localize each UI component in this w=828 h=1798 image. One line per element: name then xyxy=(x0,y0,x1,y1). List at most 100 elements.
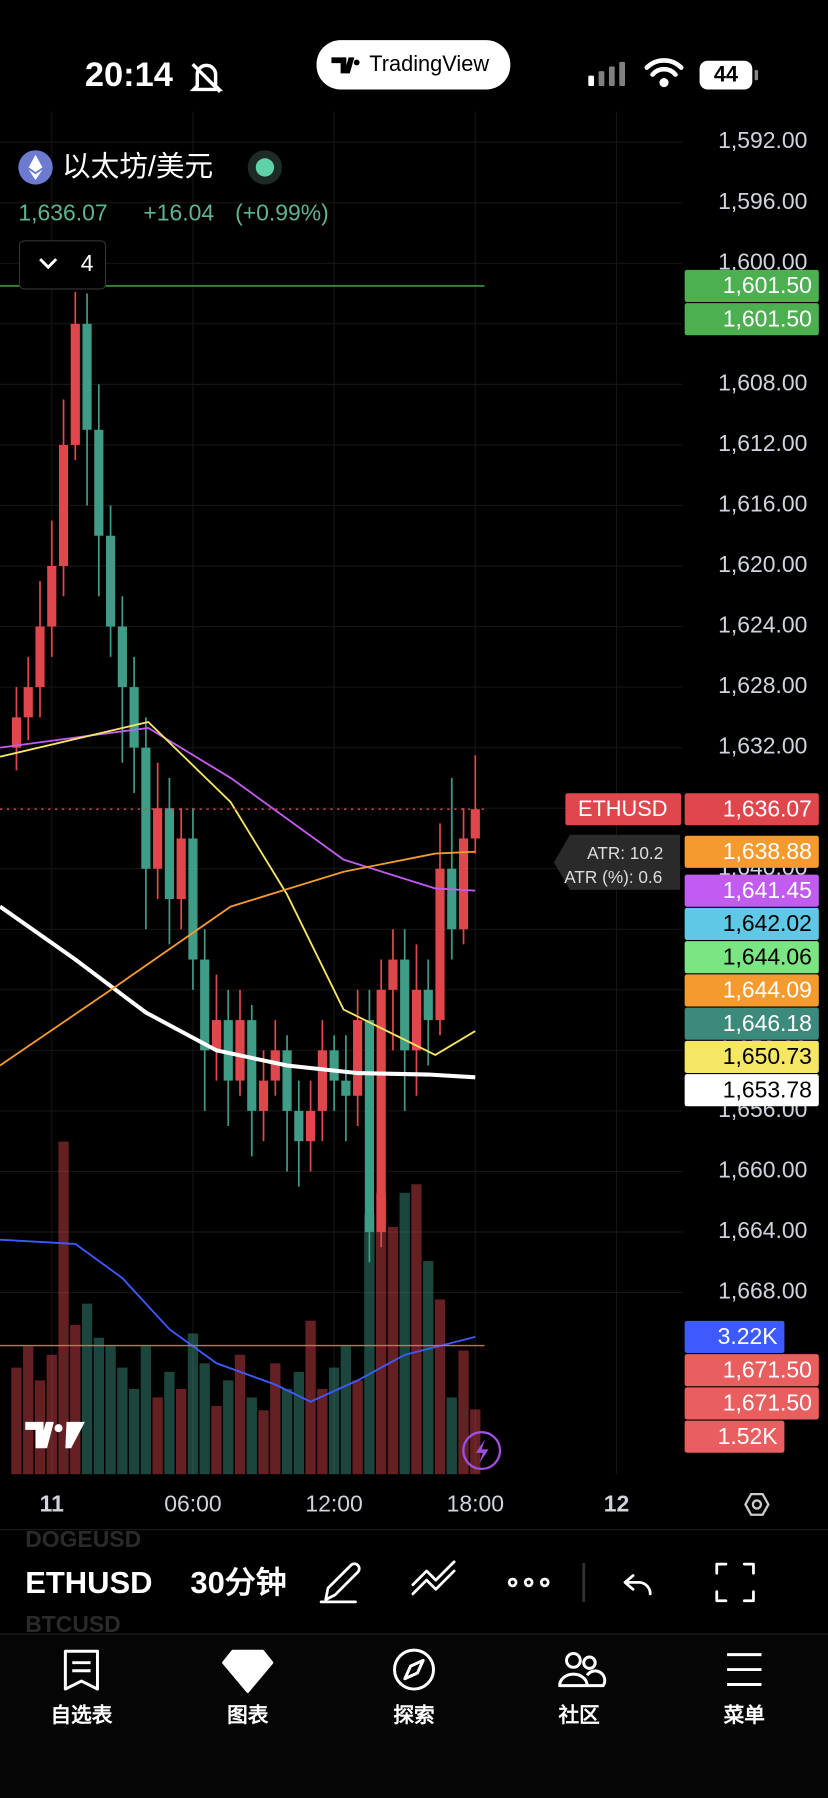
current-symbol[interactable]: ETHUSD xyxy=(25,1565,152,1600)
candle-body xyxy=(270,1050,280,1081)
price-tag-label: 3.22K xyxy=(718,1323,779,1349)
y-tick-label: 1,628.00 xyxy=(718,672,807,698)
volume-bar xyxy=(164,1371,175,1475)
volume-bar xyxy=(317,1388,328,1475)
tv-logo xyxy=(331,57,360,74)
price-tag xyxy=(684,1354,819,1387)
volume-ma xyxy=(0,1238,476,1403)
price-tag xyxy=(684,974,819,1007)
y-tick-label: 1,624.00 xyxy=(718,612,807,638)
price-tag xyxy=(684,269,819,303)
candle-body xyxy=(306,1110,316,1142)
candle-body xyxy=(423,989,433,1021)
volume-bar xyxy=(140,1346,152,1475)
volume-bar xyxy=(152,1397,163,1475)
price-tag xyxy=(684,1040,819,1073)
volume-bar xyxy=(352,1380,363,1475)
x-tick-label: 12 xyxy=(604,1491,630,1517)
bolt xyxy=(475,1439,489,1464)
drawings-tool[interactable] xyxy=(411,1560,456,1596)
undo[interactable] xyxy=(623,1574,652,1596)
volume-bar xyxy=(93,1337,104,1475)
candle-body xyxy=(82,323,92,430)
fullscreen[interactable] xyxy=(715,1562,755,1603)
moving-average xyxy=(0,720,476,1056)
atr-value: ATR: 10.2 xyxy=(587,843,663,863)
price-tag xyxy=(684,835,819,868)
chevron xyxy=(39,258,58,270)
indicator-toggle[interactable] xyxy=(18,240,107,290)
tab-icon[interactable] xyxy=(393,1648,435,1691)
interval[interactable]: 30分钟 xyxy=(190,1565,286,1600)
price-tag-label: 1,653.78 xyxy=(723,1076,812,1102)
volume xyxy=(11,1141,481,1475)
x-tick-label: 18:00 xyxy=(447,1491,504,1517)
volume-bar xyxy=(340,1346,352,1475)
price-tag xyxy=(684,1074,819,1107)
y-tick-label: 1,664.00 xyxy=(718,1217,807,1243)
tab-label[interactable]: 图表 xyxy=(227,1703,269,1727)
candle-body xyxy=(35,626,45,688)
volume-bar xyxy=(81,1303,93,1475)
candle-body xyxy=(164,808,174,899)
volume-bar xyxy=(246,1397,257,1475)
volume-bar xyxy=(376,1192,387,1475)
volume-bar xyxy=(11,1367,22,1475)
symbol-name[interactable]: 以太坊/美元 xyxy=(62,151,213,183)
x-tick-label: 11 xyxy=(40,1491,64,1517)
candle-body xyxy=(376,989,386,1232)
more-tool[interactable] xyxy=(507,1577,550,1588)
recent-symbol[interactable]: DOGEUSD xyxy=(25,1526,141,1552)
moving-average xyxy=(0,726,476,892)
tab-icon[interactable] xyxy=(558,1652,607,1688)
change: +16.04 xyxy=(143,199,214,225)
signal-icon xyxy=(588,61,626,87)
y-tick-label: 1,660.00 xyxy=(718,1157,807,1183)
candle-body xyxy=(94,429,104,536)
symbol-switcher[interactable]: DOGEUSD ETHUSD BTCUSD xyxy=(25,1526,152,1637)
candle-body xyxy=(58,444,69,567)
tab-label[interactable]: 自选表 xyxy=(50,1703,112,1727)
price-tag-label: 1,601.50 xyxy=(723,305,812,331)
tab-label[interactable]: 菜单 xyxy=(723,1703,765,1727)
volume-bar xyxy=(70,1324,81,1475)
interval-switcher[interactable]: 30分钟 xyxy=(190,1565,286,1600)
tv-watermark xyxy=(25,1421,85,1449)
candle-body xyxy=(435,868,445,1021)
volume-bar xyxy=(105,1346,116,1475)
tab-icon[interactable] xyxy=(727,1653,762,1686)
tab-label[interactable]: 社区 xyxy=(558,1703,601,1727)
tab-label[interactable]: 探索 xyxy=(393,1703,434,1727)
mute-icon xyxy=(189,62,224,93)
volume-bar xyxy=(128,1388,140,1475)
atr-box: ATR: 10.2 ATR (%): 0.6 xyxy=(553,834,681,890)
candle-body xyxy=(235,1020,245,1081)
candles xyxy=(11,292,480,1263)
price-tag-label: 1,650.73 xyxy=(723,1043,812,1069)
candle-body xyxy=(353,1020,363,1096)
tab-bar xyxy=(0,1634,828,1798)
change-percent: (+0.99%) xyxy=(235,199,329,225)
candle-body xyxy=(129,687,139,748)
tab-icon[interactable] xyxy=(222,1649,274,1693)
volume-bar xyxy=(305,1320,316,1475)
price-tag-label: 1,671.50 xyxy=(723,1390,812,1416)
settings-icon[interactable] xyxy=(744,1492,770,1516)
tab-icon[interactable] xyxy=(63,1649,99,1691)
x-tick-label: 06:00 xyxy=(164,1491,221,1517)
app-pill[interactable] xyxy=(316,40,511,90)
draw-tool[interactable] xyxy=(319,1562,361,1604)
last-price: 1,636.07 xyxy=(18,199,107,225)
clock: 20:14 xyxy=(85,56,173,94)
candle-body xyxy=(258,1080,269,1111)
volume-bar xyxy=(187,1333,199,1475)
candle-body xyxy=(106,535,116,627)
volume-bar xyxy=(434,1299,446,1475)
candle-body xyxy=(47,566,57,627)
recent-symbol[interactable]: BTCUSD xyxy=(25,1611,121,1637)
candle-body xyxy=(458,838,469,930)
alert-button[interactable] xyxy=(462,1431,502,1471)
price-tag-label: 1.52K xyxy=(718,1423,779,1449)
